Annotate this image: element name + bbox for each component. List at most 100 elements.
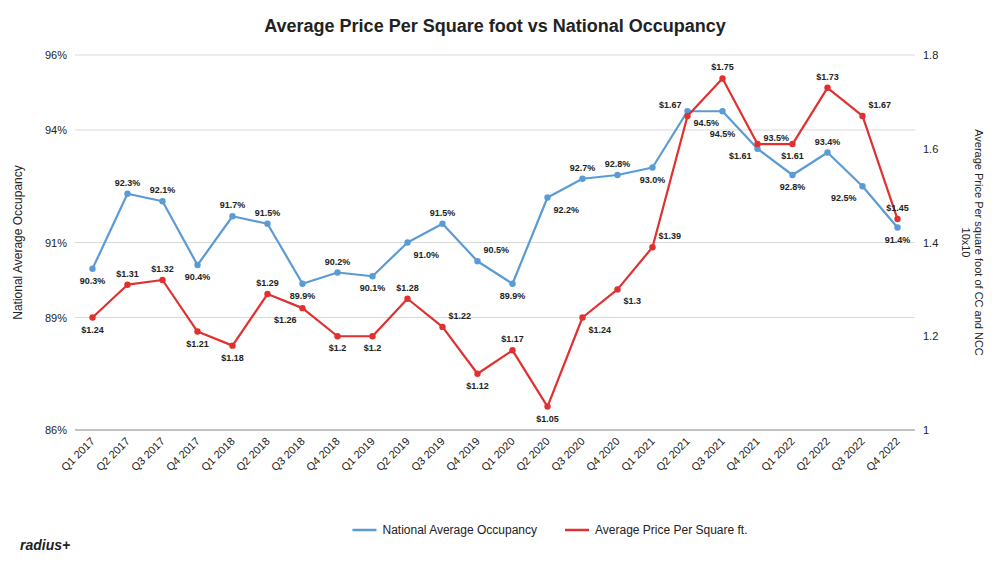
data-point <box>299 305 305 311</box>
x-tick-label: Q1 2017 <box>59 435 97 473</box>
data-label: 92.8% <box>605 159 631 169</box>
data-point <box>509 281 515 287</box>
data-label: $1.67 <box>659 100 682 110</box>
data-point <box>789 172 795 178</box>
data-label: 90.5% <box>484 245 510 255</box>
data-labels: 90.3%92.3%92.1%90.4%91.7%91.5%89.9%90.2%… <box>80 62 911 423</box>
data-point <box>229 213 235 219</box>
data-label: 93.5% <box>764 133 790 143</box>
data-label: $1.26 <box>274 315 297 325</box>
data-label: 90.4% <box>185 272 211 282</box>
data-label: $1.3 <box>624 296 642 306</box>
data-point <box>159 277 165 283</box>
y2-tick-label: 1.4 <box>923 237 938 249</box>
data-point <box>859 113 865 119</box>
annotation: radius+ <box>20 537 70 553</box>
data-point <box>194 328 200 334</box>
data-label: $1.21 <box>186 339 209 349</box>
data-label: $1.05 <box>536 414 559 424</box>
data-label: $1.39 <box>659 231 682 241</box>
legend-label: National Average Occupancy <box>382 523 537 537</box>
data-point <box>439 324 445 330</box>
x-tick-label: Q3 2018 <box>269 435 307 473</box>
data-point <box>719 108 725 114</box>
data-label: 89.9% <box>290 291 316 301</box>
data-label: 92.2% <box>554 205 580 215</box>
data-label: $1.2 <box>364 343 382 353</box>
x-tick-label: Q3 2020 <box>549 435 587 473</box>
data-label: $1.61 <box>729 151 752 161</box>
data-point <box>124 191 130 197</box>
data-label: $1.24 <box>81 325 104 335</box>
data-label: 89.9% <box>500 291 526 301</box>
data-label: $1.32 <box>151 264 174 274</box>
x-tick-label: Q3 2021 <box>689 435 727 473</box>
x-tick-label: Q3 2017 <box>129 435 167 473</box>
data-label: $1.28 <box>396 283 419 293</box>
data-point <box>754 141 760 147</box>
data-point <box>369 333 375 339</box>
data-label: $1.31 <box>116 269 139 279</box>
y-tick-label: 91% <box>45 237 67 249</box>
x-tick-label: Q2 2022 <box>794 435 832 473</box>
x-tick-label: Q2 2018 <box>234 435 272 473</box>
data-point <box>439 221 445 227</box>
data-point <box>719 75 725 81</box>
data-label: 91.5% <box>255 208 281 218</box>
data-point <box>369 273 375 279</box>
legend: National Average Occupancy Average Price … <box>352 523 747 537</box>
data-point <box>579 176 585 182</box>
data-label: 90.1% <box>360 283 386 293</box>
data-point <box>334 333 340 339</box>
data-point <box>614 172 620 178</box>
x-tick-label: Q3 2022 <box>829 435 867 473</box>
data-label: $1.29 <box>256 278 279 288</box>
y2-axis-label: Average Price Per square foot of CC and … <box>960 129 985 356</box>
data-point <box>859 183 865 189</box>
y-tick-label: 94% <box>45 124 67 136</box>
data-label: 94.5% <box>710 129 736 139</box>
data-label: $1.75 <box>711 62 734 72</box>
data-point <box>894 216 900 222</box>
data-point <box>649 164 655 170</box>
x-axis-line <box>75 430 915 431</box>
data-point <box>544 194 550 200</box>
x-tick-label: Q1 2022 <box>759 435 797 473</box>
data-label: 90.2% <box>325 257 351 267</box>
x-tick-label: Q1 2020 <box>479 435 517 473</box>
grid-line <box>75 242 915 243</box>
data-label: 92.1% <box>150 185 176 195</box>
plot-area <box>89 75 900 410</box>
y-tick-label: 96% <box>45 49 67 61</box>
data-label: $1.61 <box>781 151 804 161</box>
data-point <box>264 221 270 227</box>
legend-label: Average Price Per Square ft. <box>595 523 748 537</box>
data-point <box>334 269 340 275</box>
data-point <box>649 244 655 250</box>
data-label: $1.2 <box>329 343 347 353</box>
data-point <box>159 198 165 204</box>
x-tick-label: Q4 2022 <box>864 435 902 473</box>
series-line <box>93 111 898 284</box>
legend-item: Average Price Per Square ft. <box>565 523 748 537</box>
y-axis-label: National Average Occupancy <box>11 165 25 320</box>
data-point <box>194 262 200 268</box>
data-label: $1.12 <box>466 381 489 391</box>
data-point <box>789 141 795 147</box>
data-label: 91.5% <box>430 208 456 218</box>
x-tick-label: Q3 2019 <box>409 435 447 473</box>
data-point <box>614 286 620 292</box>
y2-tick-label: 1.8 <box>923 49 938 61</box>
x-tick-label: Q4 2019 <box>444 435 482 473</box>
data-label: $1.73 <box>816 72 839 82</box>
data-point <box>299 281 305 287</box>
data-point <box>509 347 515 353</box>
data-point <box>229 342 235 348</box>
legend-swatch <box>352 529 376 532</box>
data-point <box>264 291 270 297</box>
x-tick-label: Q4 2017 <box>164 435 202 473</box>
legend-item: National Average Occupancy <box>352 523 537 537</box>
y-tick-label: 89% <box>45 312 67 324</box>
data-point <box>894 224 900 230</box>
data-label: 91.7% <box>220 200 246 210</box>
